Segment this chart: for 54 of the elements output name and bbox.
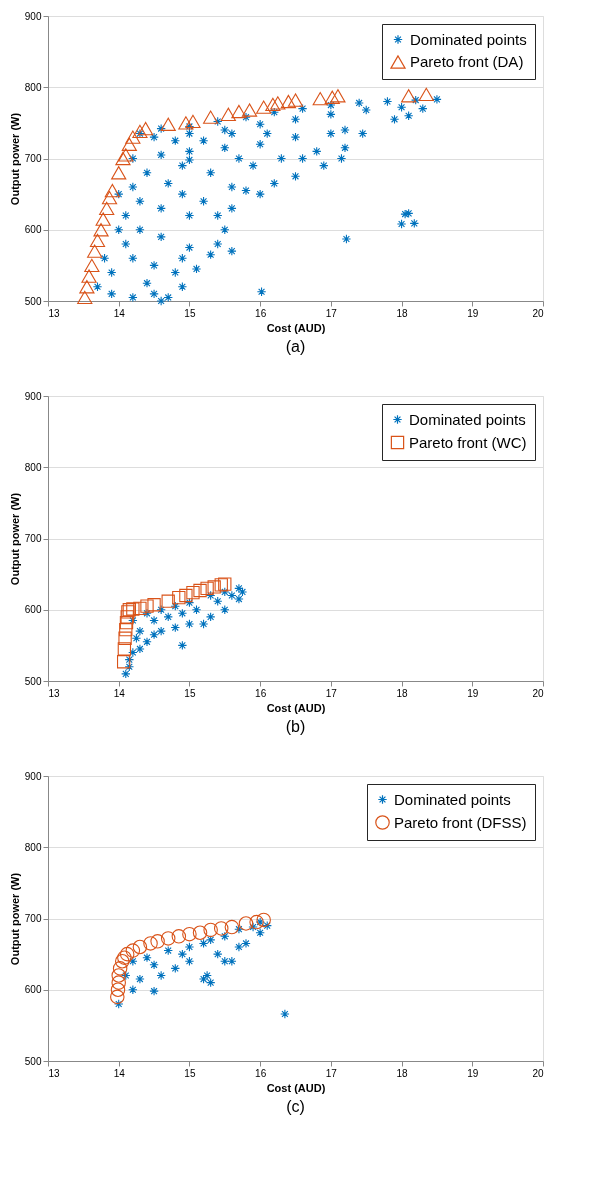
y-tick-label: 700 — [24, 533, 42, 544]
legend-label: Pareto front (DFSS) — [394, 813, 527, 831]
x-tick-label: 20 — [532, 1067, 544, 1079]
y-tick-label: 500 — [24, 1055, 42, 1067]
y-axis-title: Output power (W) — [8, 872, 21, 966]
x-tick-label: 18 — [396, 307, 409, 319]
x-tick-label: 20 — [532, 687, 544, 699]
y-tick-label: 700 — [24, 913, 42, 924]
text: (b) — [285, 718, 306, 735]
y-tick-label: 900 — [24, 770, 42, 782]
x-tick-label: 17 — [325, 687, 338, 699]
x-tick-label: 14 — [113, 687, 126, 699]
y-tick-label: 700 — [24, 153, 42, 164]
x-tick-label: 18 — [396, 687, 409, 699]
legend-label: Pareto front (DA) — [410, 53, 524, 70]
x-tick-label: 19 — [467, 687, 479, 699]
y-axis-title: Output power (W) — [8, 492, 21, 586]
x-tick-label: 16 — [255, 1067, 267, 1079]
x-tick-label: 13 — [48, 687, 61, 699]
y-tick-label: 800 — [24, 841, 42, 853]
y-tick-label: 900 — [24, 390, 42, 402]
legend-label: Dominated points — [409, 410, 526, 428]
x-tick-label: 15 — [184, 307, 196, 319]
legend-label: Pareto front (WC) — [409, 433, 527, 451]
text: (a) — [285, 338, 306, 355]
x-tick-label: 15 — [184, 1067, 196, 1079]
x-tick-label: 16 — [255, 307, 267, 319]
y-axis-title: Output power (W) — [8, 112, 21, 206]
y-tick-label: 900 — [24, 10, 42, 22]
x-tick-label: 17 — [325, 1067, 338, 1079]
y-tick-label: 600 — [24, 604, 42, 616]
y-tick-label: 600 — [24, 984, 42, 996]
legend-label: Dominated points — [410, 30, 527, 48]
x-tick-label: 19 — [467, 1067, 479, 1079]
x-tick-label: 15 — [184, 687, 196, 699]
x-tick-label: 16 — [255, 687, 267, 699]
y-tick-label: 800 — [24, 81, 42, 93]
y-tick-label: 600 — [24, 224, 42, 236]
x-tick-label: 20 — [532, 307, 544, 319]
x-tick-label: 14 — [113, 1067, 126, 1079]
text: (c) — [286, 1098, 305, 1115]
x-axis-title: Cost (AUD) — [266, 1081, 326, 1094]
x-tick-label: 13 — [48, 307, 61, 319]
x-tick-label: 14 — [113, 307, 126, 319]
legend-label: Dominated points — [394, 790, 511, 808]
x-tick-label: 13 — [48, 1067, 61, 1079]
x-tick-label: 18 — [396, 1067, 409, 1079]
y-tick-label: 500 — [24, 295, 42, 307]
x-tick-label: 19 — [467, 307, 479, 319]
y-tick-label: 500 — [24, 675, 42, 687]
x-axis-title: Cost (AUD) — [266, 701, 326, 714]
y-tick-label: 800 — [24, 461, 42, 473]
x-tick-label: 17 — [325, 307, 338, 319]
x-axis-title: Cost (AUD) — [266, 321, 326, 334]
